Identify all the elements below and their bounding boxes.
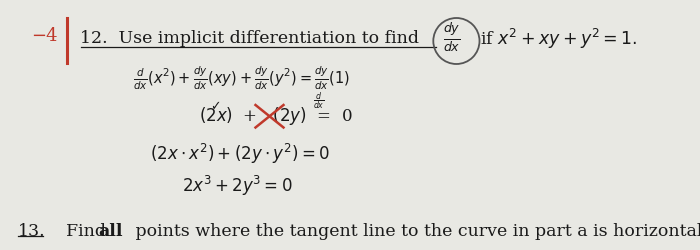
Text: Find: Find — [66, 223, 112, 240]
Text: $(2x \cdot x^2)+(2y \cdot y^2)=0$: $(2x \cdot x^2)+(2y \cdot y^2)=0$ — [150, 142, 330, 166]
Text: $\frac{d}{dx}$: $\frac{d}{dx}$ — [313, 90, 324, 112]
Text: 13.: 13. — [18, 223, 45, 240]
Text: $2x^3 + 2y^3 = 0$: $2x^3 + 2y^3 = 0$ — [182, 174, 293, 198]
Text: if $x^2+xy+y^2=1.$: if $x^2+xy+y^2=1.$ — [480, 27, 637, 51]
Text: all: all — [98, 223, 122, 240]
Text: $\frac{dy}{dx}$: $\frac{dy}{dx}$ — [443, 22, 461, 54]
Text: points where the tangent line to the curve in part a is horizontal.: points where the tangent line to the cur… — [130, 223, 700, 240]
Text: 12.  Use implicit differentiation to find: 12. Use implicit differentiation to find — [80, 30, 419, 47]
Text: $(2x)$  +   $(2y)$  =  0: $(2x)$ + $(2y)$ = 0 — [199, 105, 354, 127]
Text: $\frac{d}{dx}(x^2)+\frac{dy}{dx}(xy)+\frac{dy}{dx}(y^2)=\frac{dy}{dx}(1)$: $\frac{d}{dx}(x^2)+\frac{dy}{dx}(xy)+\fr… — [133, 65, 350, 92]
Text: ✓: ✓ — [210, 100, 221, 113]
Text: −4: −4 — [31, 27, 57, 45]
